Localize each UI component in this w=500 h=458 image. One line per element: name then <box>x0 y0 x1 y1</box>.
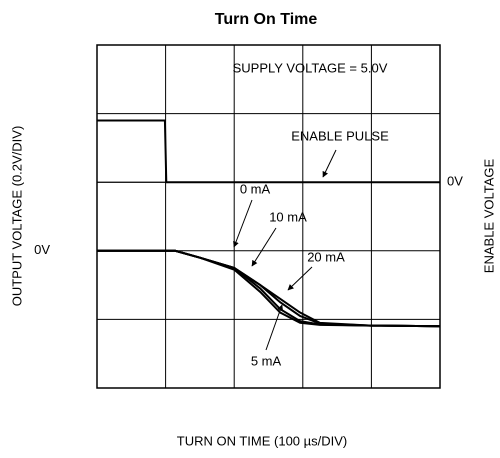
x-axis-label: TURN ON TIME (100 µs/DIV) <box>177 433 348 448</box>
annotation-arrow <box>322 149 337 178</box>
y-axis-label: OUTPUT VOLTAGE (0.2V/DIV) <box>9 126 24 307</box>
line-series <box>97 119 440 184</box>
annotation: SUPPLY VOLTAGE = 5.0V <box>233 60 388 75</box>
y2-tick-label: 0V <box>447 174 463 189</box>
line-series <box>97 249 441 328</box>
y-tick-label: 0V <box>34 242 50 257</box>
annotation-arrow <box>233 199 253 248</box>
annotation-arrow <box>251 227 277 267</box>
annotation: 0 mA <box>240 181 271 196</box>
annotation-arrow <box>287 266 313 291</box>
line-series <box>97 249 441 328</box>
annotation: ENABLE PULSE <box>291 128 389 143</box>
annotation-arrow <box>265 304 284 351</box>
line-series <box>97 249 441 328</box>
line-series <box>97 249 441 328</box>
chart-title: Turn On Time <box>215 11 318 28</box>
annotation: 5 mA <box>251 353 282 368</box>
plot-frame <box>96 44 441 389</box>
y2-axis-label: ENABLE VOLTAGE <box>481 158 496 273</box>
annotation: 10 mA <box>269 209 307 224</box>
annotation: 20 mA <box>307 249 345 264</box>
